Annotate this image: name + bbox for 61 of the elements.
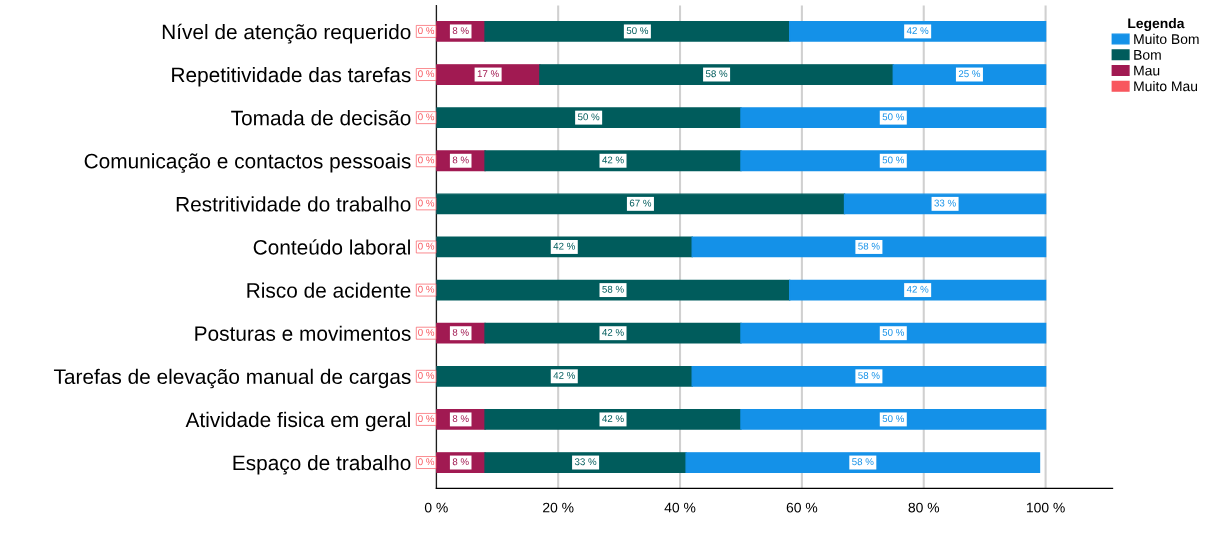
y-tick-label: Conteúdo laboral — [253, 239, 410, 255]
data-label: 0 % — [418, 113, 435, 121]
y-tick-label: Comunicação e contactos pessoais — [84, 153, 411, 173]
data-label: 42 % — [602, 156, 624, 164]
data-label: 58 % — [852, 458, 874, 466]
data-label: 50 % — [882, 328, 905, 336]
legend-label: Mau — [1134, 65, 1160, 76]
x-tick-label: 80 % — [908, 502, 940, 513]
data-label: 50 % — [577, 113, 600, 121]
x-tick-label: 100 % — [1026, 502, 1065, 513]
data-label: 8 % — [452, 328, 469, 336]
y-tick-label: Espaço de trabalho — [233, 454, 411, 475]
data-label: 50 % — [882, 156, 905, 164]
data-label: 42 % — [602, 415, 624, 422]
x-tick-label: 20 % — [543, 502, 574, 513]
data-label: 58 % — [858, 372, 880, 379]
data-label: 0 % — [418, 156, 435, 164]
data-label: 25 % — [958, 70, 981, 78]
data-label: 42 % — [906, 285, 929, 293]
y-tick-label: Tarefas de elevação manual de cargas — [53, 368, 411, 389]
y-tick-label: Restritividade do trabalho — [176, 196, 411, 212]
data-label: 42 % — [553, 242, 575, 250]
y-tick-label: Atividade fisica em geral — [185, 411, 410, 432]
y-tick-label: Nível de atenção requerido — [162, 23, 411, 44]
data-label: 0 % — [418, 328, 435, 336]
y-tick-label: Posturas e movimentos — [195, 325, 411, 341]
data-label: 42 % — [553, 372, 575, 379]
data-label: 33 % — [934, 199, 956, 207]
data-label: 58 % — [858, 242, 880, 250]
legend-label: Muito Bom — [1134, 33, 1199, 45]
data-label: 17 % — [477, 70, 499, 78]
legend-label: Bom — [1134, 50, 1161, 60]
data-label: 0 % — [418, 27, 435, 35]
y-tick-label: Risco de acidente — [247, 282, 411, 298]
data-label: 8 % — [452, 458, 469, 466]
data-label: 8 % — [452, 415, 469, 423]
data-label: 50 % — [882, 113, 905, 121]
data-label: 58 % — [602, 285, 624, 293]
y-tick-label: Tomada de decisão — [231, 110, 411, 126]
data-label: 33 % — [574, 458, 597, 466]
data-label: 0 % — [418, 458, 435, 466]
x-tick-label: 60 % — [786, 502, 818, 513]
x-tick-label: 40 % — [664, 502, 696, 513]
data-label: 50 % — [626, 27, 649, 35]
data-label: 0 % — [418, 242, 435, 250]
data-label: 58 % — [705, 70, 728, 78]
data-label: 8 % — [452, 27, 469, 35]
data-label: 50 % — [882, 415, 905, 423]
data-label: 0 % — [418, 70, 435, 78]
y-tick-label: Repetitividade das tarefas — [172, 66, 411, 87]
data-label: 0 % — [418, 199, 435, 207]
data-label: 42 % — [602, 328, 624, 336]
data-label: 0 % — [418, 415, 435, 423]
data-label: 0 % — [418, 285, 435, 293]
x-tick-label: 0 % — [424, 502, 448, 513]
legend-label: Muito Mau — [1134, 81, 1198, 92]
data-label: 8 % — [452, 156, 469, 164]
data-label: 42 % — [906, 27, 929, 34]
legend-title: Legenda — [1128, 18, 1185, 32]
data-label: 67 % — [629, 199, 652, 207]
data-label: 0 % — [418, 372, 435, 379]
